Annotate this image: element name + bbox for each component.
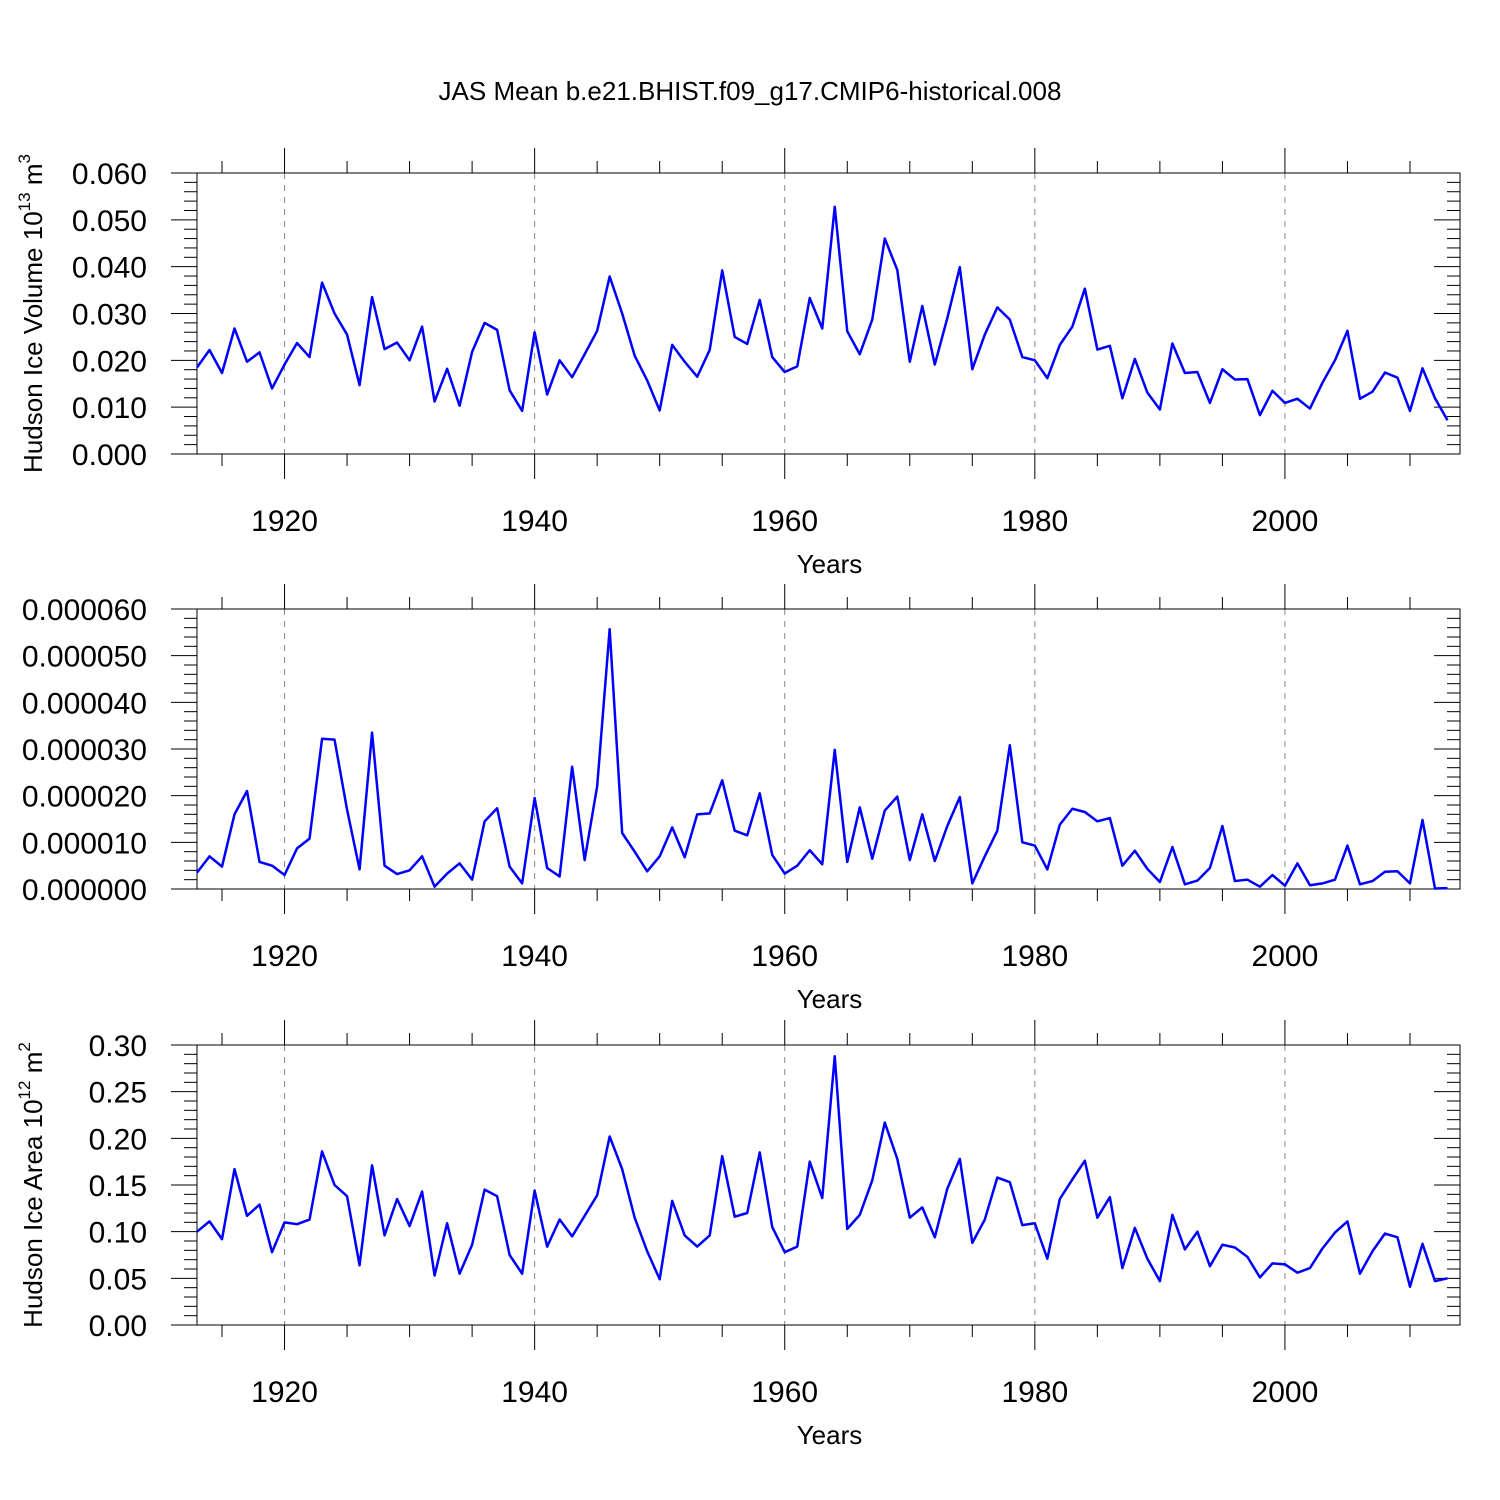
y-tick-label: 0.060 [72,158,147,191]
y-tick-label: 0.000060 [22,594,147,627]
plot-frame [196,172,1461,455]
x-tick-label: 2000 [1252,1376,1319,1409]
y-tick-label: 0.000 [72,439,147,472]
y-tick-label: 0.000050 [22,641,147,674]
series-line [196,1054,1448,1288]
y-tick-label: 0.010 [72,392,147,425]
y-tick-label: 0.000020 [22,781,147,814]
y-axis-label: Hudson Ice Area 1012 m2 [15,1042,48,1328]
y-tick-label: 0.000030 [22,734,147,767]
y-tick-label: 0.05 [89,1263,147,1296]
y-tick-label: 0.10 [89,1217,147,1250]
x-axis-label: Years [797,1420,863,1450]
x-tick-label: 1980 [1001,1376,1068,1409]
y-tick-label: 0.15 [89,1170,147,1203]
x-tick-label: 1960 [751,1376,818,1409]
plot-frame [196,608,1461,890]
y-tick-label: 0.20 [89,1123,147,1156]
x-tick-label: 1960 [751,505,818,538]
series-line [195,205,1449,421]
y-tick-label: 0.000040 [22,687,147,720]
y-tick-label: 0.040 [72,252,147,285]
x-tick-label: 1960 [751,940,818,973]
series-line [196,627,1448,890]
chart-panels: 0.000 0.010 0.020 0.030 0.040 0.050 0.060 1920 1… [15,148,1461,1450]
plot-frame [196,1044,1461,1326]
x-tick-label: 1920 [251,940,318,973]
y-axis-label: Hudson Ice Volume 1013 m3 [15,154,48,473]
x-tick-label: 1940 [501,940,568,973]
y-tick-label: 0.000000 [22,874,147,907]
x-tick-label: 1940 [501,505,568,538]
x-tick-label: 2000 [1252,505,1319,538]
x-tick-label: 1940 [501,1376,568,1409]
panel-3: 0.00 0.05 0.10 0.15 0.20 0.25 0.30 1920 1940 1960… [15,1020,1461,1450]
y-tick-label: 0.050 [72,205,147,238]
chart-title: JAS Mean b.e21.BHIST.f09_g17.CMIP6-histo… [439,76,1062,106]
y-tick-label: 0.30 [89,1030,147,1063]
y-tick-label: 0.000010 [22,827,147,860]
panel-2: 0.000000 0.000010 0.000020 0.000030 0.000040… [22,584,1461,1014]
y-tick-label: 0.020 [72,345,147,378]
x-tick-label: 1920 [251,1376,318,1409]
x-tick-label: 2000 [1252,940,1319,973]
panel-1: 0.000 0.010 0.020 0.030 0.040 0.050 0.060 1920 1… [15,148,1461,579]
x-tick-label: 1920 [251,505,318,538]
x-tick-label: 1980 [1001,505,1068,538]
y-tick-label: 0.25 [89,1077,147,1110]
y-tick-label: 0.030 [72,299,147,332]
x-axis-label: Years [797,549,863,579]
y-tick-label: 0.00 [89,1310,147,1343]
x-tick-label: 1980 [1001,940,1068,973]
x-axis-label: Years [797,984,863,1014]
